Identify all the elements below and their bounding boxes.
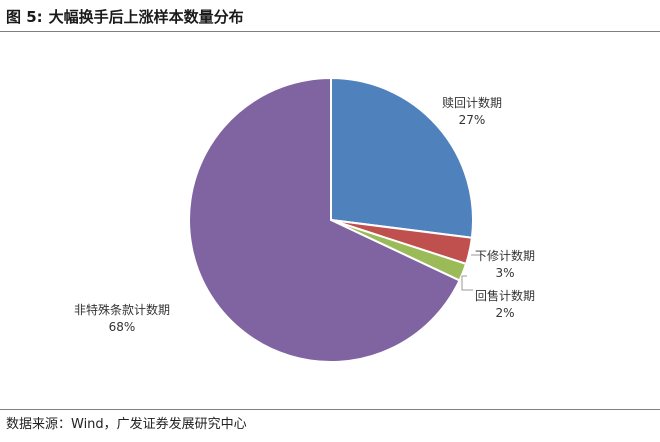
slice-percent-label: 27%: [459, 113, 486, 127]
leader-line: [461, 275, 473, 291]
figure-title-text: 大幅换手后上涨样本数量分布: [48, 8, 244, 26]
slice-percent-label: 3%: [495, 266, 514, 280]
slice-label: 赎回计数期: [442, 95, 502, 110]
pie-chart-svg: 赎回计数期 27% 下修计数期 3% 回售计数期 2% 非特殊条款计数期 68%: [74, 76, 535, 363]
slice-label: 回售计数期: [475, 288, 535, 303]
slice-percent-label: 2%: [495, 306, 514, 320]
pie-chart: 赎回计数期 27% 下修计数期 3% 回售计数期 2% 非特殊条款计数期 68%: [0, 32, 660, 409]
pie-slice: [330, 76, 474, 239]
pie-slice: [188, 76, 461, 363]
slice-percent-label: 68%: [109, 320, 136, 334]
slice-label: 非特殊条款计数期: [74, 302, 170, 317]
source-note: 数据来源：Wind，广发证券发展研究中心: [6, 417, 247, 432]
title-divider: [0, 31, 660, 32]
figure-label: 图 5:: [6, 8, 43, 26]
source-divider: [0, 409, 660, 410]
slice-label: 下修计数期: [475, 248, 535, 263]
figure-title: 图 5: 大幅换手后上涨样本数量分布: [6, 4, 244, 30]
